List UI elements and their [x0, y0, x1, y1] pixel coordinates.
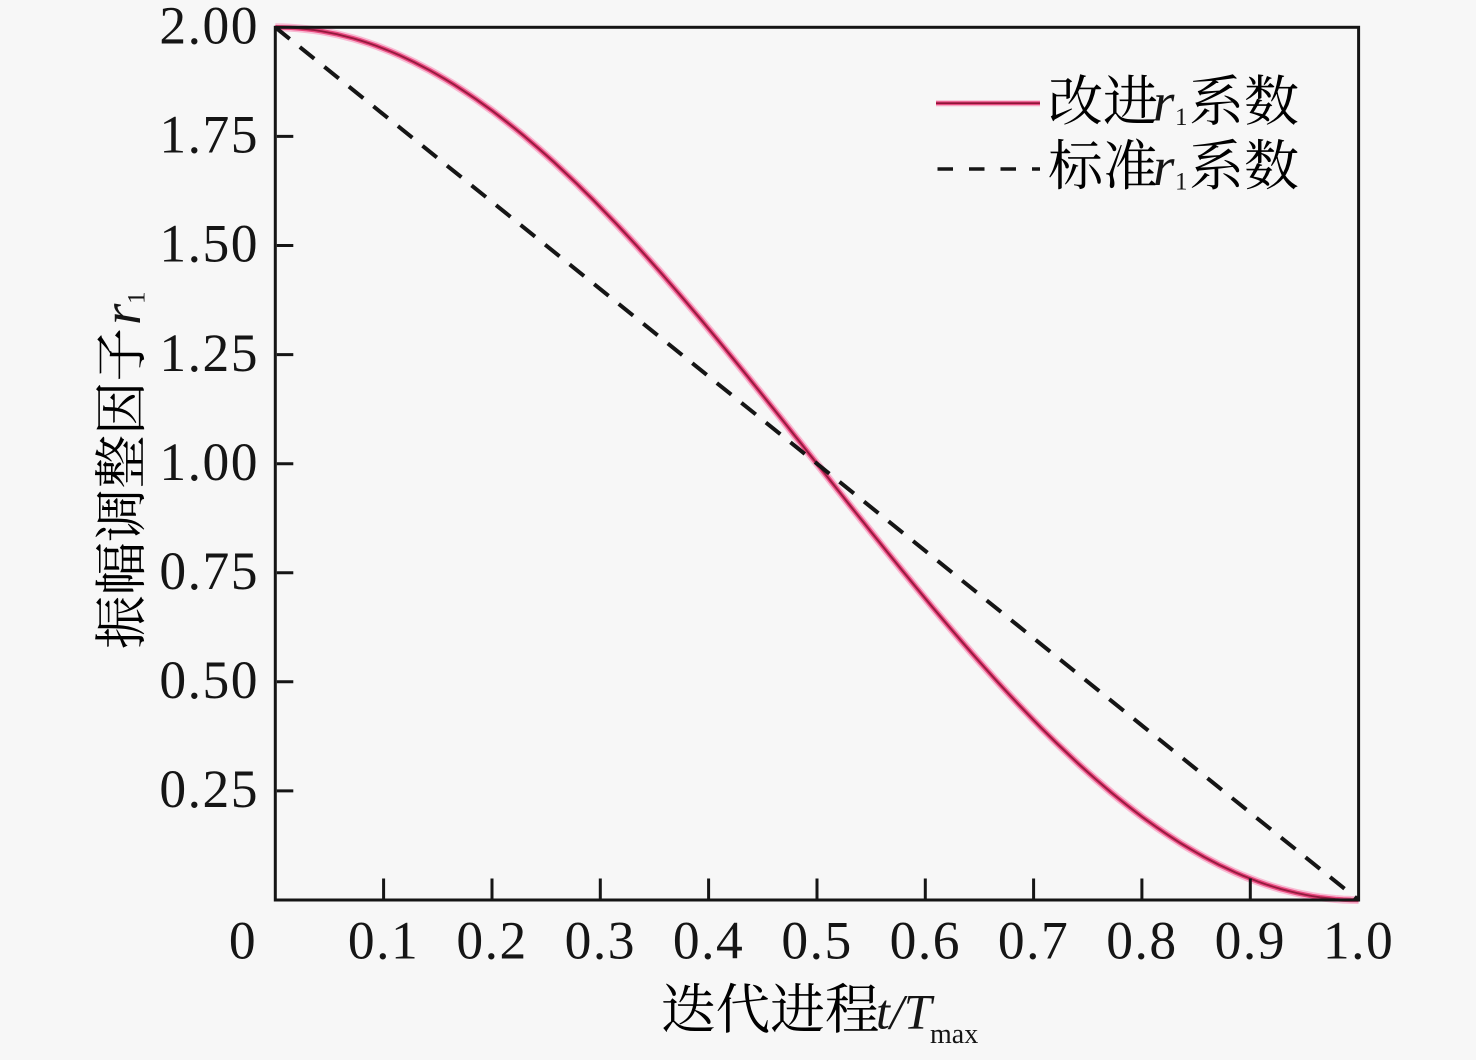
- svg-text:r: r: [1153, 136, 1175, 197]
- svg-text:0.1: 0.1: [348, 911, 419, 971]
- svg-text:1: 1: [1175, 104, 1188, 131]
- svg-text:1: 1: [124, 292, 151, 305]
- svg-text:max: max: [930, 1019, 978, 1050]
- svg-text:0.4: 0.4: [673, 911, 744, 971]
- svg-text:1.0: 1.0: [1323, 911, 1394, 971]
- svg-text:0.7: 0.7: [998, 911, 1069, 971]
- svg-text:0.8: 0.8: [1106, 911, 1177, 971]
- svg-text:r: r: [91, 303, 152, 325]
- svg-text:0.3: 0.3: [565, 911, 636, 971]
- svg-text:0.2: 0.2: [456, 911, 527, 971]
- svg-text:0.5: 0.5: [781, 911, 852, 971]
- svg-text:0.25: 0.25: [159, 759, 259, 819]
- svg-text:r: r: [1153, 72, 1175, 133]
- svg-text:1.75: 1.75: [159, 105, 259, 165]
- svg-text:2.00: 2.00: [159, 0, 259, 56]
- svg-text:0: 0: [229, 911, 257, 971]
- svg-text:0.9: 0.9: [1215, 911, 1286, 971]
- svg-text:1: 1: [1175, 169, 1188, 196]
- svg-text:t/T: t/T: [876, 984, 935, 1040]
- svg-text:1.50: 1.50: [159, 214, 259, 274]
- svg-text:1.00: 1.00: [159, 432, 259, 492]
- svg-text:0.50: 0.50: [159, 650, 259, 710]
- svg-text:0.75: 0.75: [159, 541, 259, 601]
- svg-text:1.25: 1.25: [159, 323, 259, 383]
- svg-text:0.6: 0.6: [890, 911, 961, 971]
